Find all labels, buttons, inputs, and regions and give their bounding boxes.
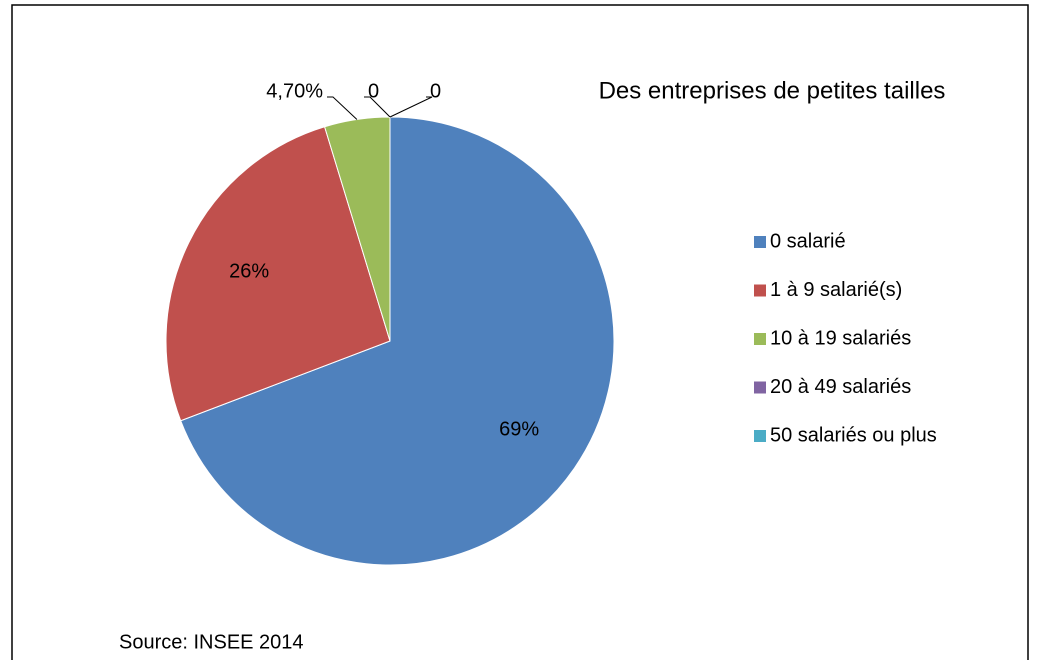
source-note: Source: INSEE 2014: [119, 631, 304, 653]
legend-swatch: [754, 430, 766, 442]
pie-slice: [165, 126, 391, 422]
legend-label: 50 salariés ou plus: [770, 424, 937, 446]
data-label: 0: [368, 80, 379, 102]
legend-label: 0 salarié: [770, 230, 846, 252]
leader-line: [364, 96, 391, 118]
legend-swatch: [754, 381, 766, 394]
legend-swatch: [754, 333, 766, 345]
leader-line: [389, 96, 433, 118]
legend-swatch: [754, 284, 766, 297]
data-label: 26%: [229, 260, 269, 282]
data-label: 4,70%: [266, 80, 323, 102]
data-label: 69%: [499, 418, 539, 440]
leader-line: [327, 96, 358, 120]
pie-slice: [180, 116, 615, 566]
legend-label: 20 à 49 salariés: [770, 376, 911, 398]
data-label: 0: [430, 80, 441, 102]
legend-label: 10 à 19 salariés: [770, 327, 911, 349]
legend-label: 1 à 9 salarié(s): [770, 279, 902, 301]
chart-title: Des entreprises de petites tailles: [599, 77, 946, 104]
legend-swatch: [754, 236, 766, 248]
